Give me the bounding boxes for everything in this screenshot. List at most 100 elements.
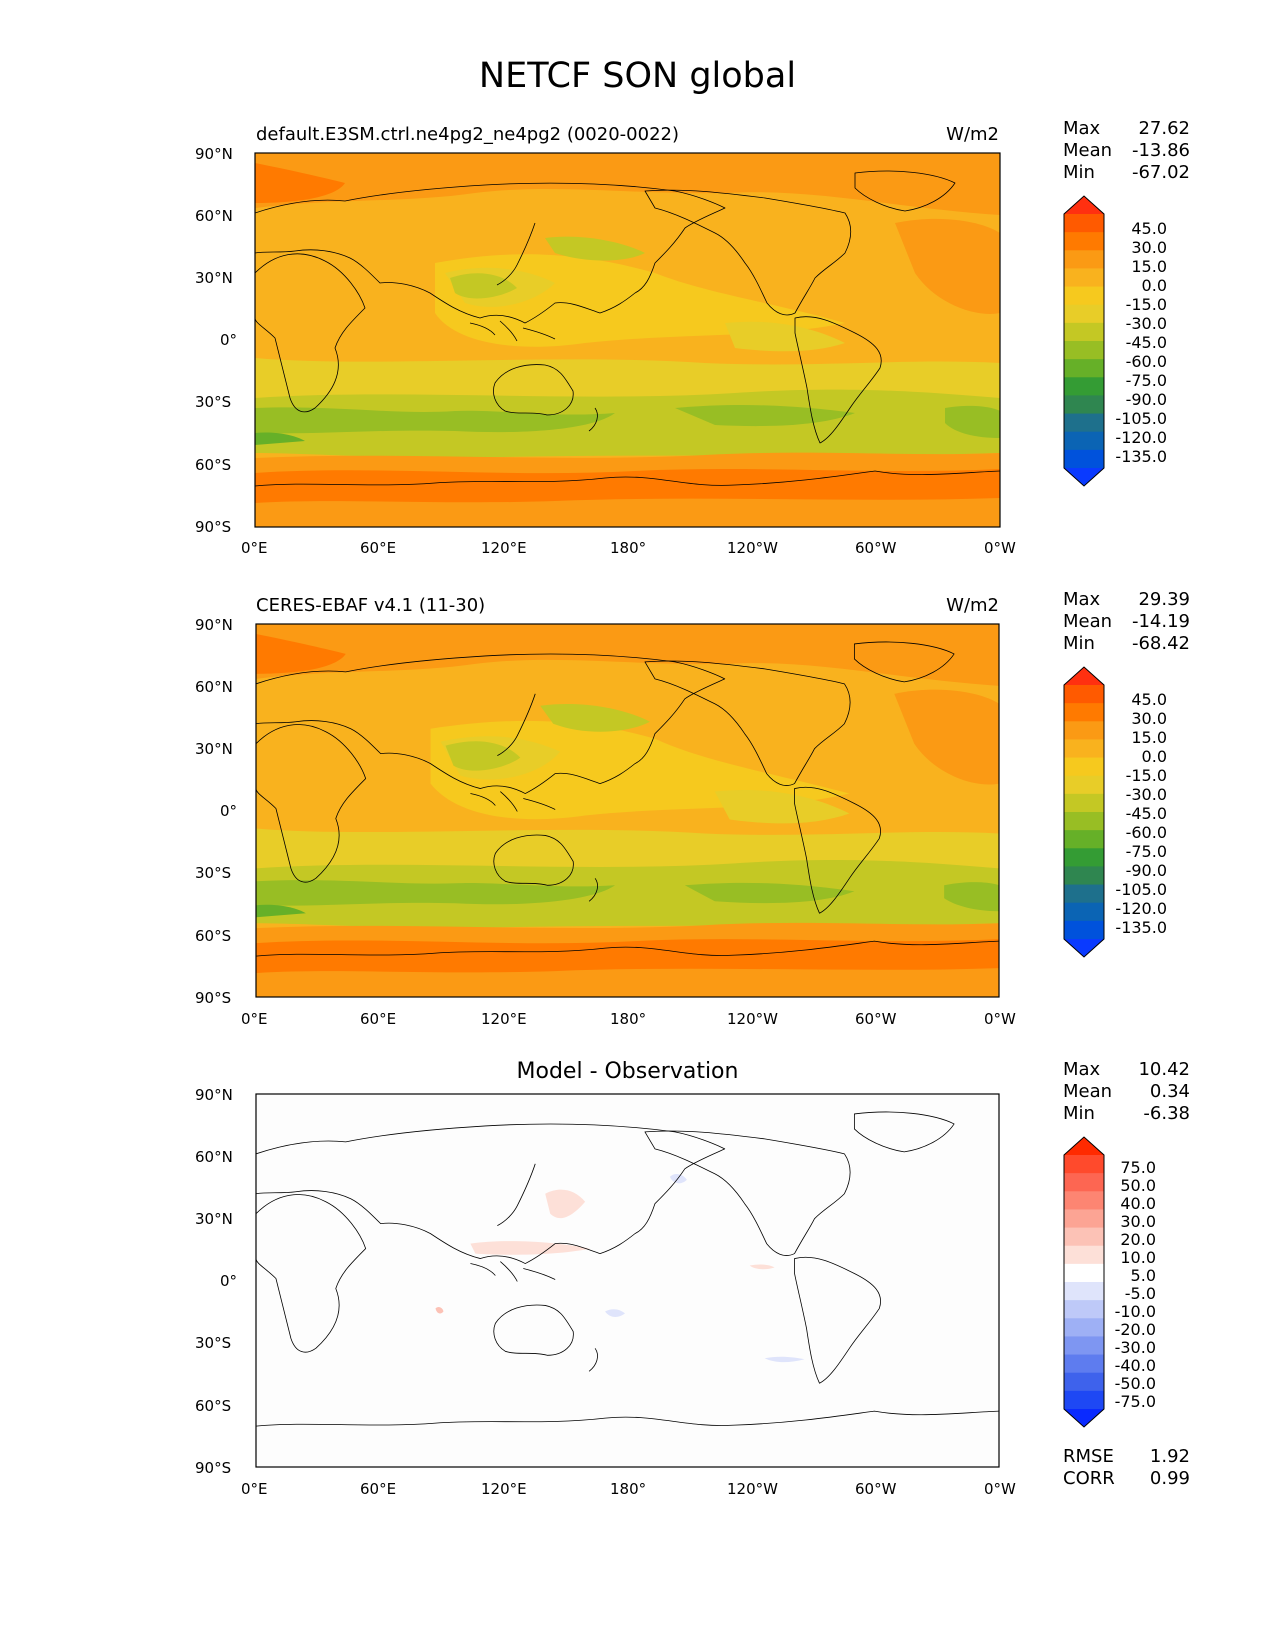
panel-3-lat-tick: 60°S bbox=[195, 1397, 232, 1415]
panel-3-colorbar-label: -75.0 bbox=[1114, 1392, 1156, 1411]
panel-1-colorbar-label: -105.0 bbox=[1115, 409, 1167, 428]
panel-1-stat-value: -13.86 bbox=[1131, 140, 1190, 161]
panel-1-lat-tick: 90°N bbox=[195, 145, 233, 163]
panel-2-colorbar-label: 0.0 bbox=[1141, 747, 1167, 766]
panel-2-colorbar-label: 45.0 bbox=[1131, 690, 1167, 709]
colorbar-band bbox=[1064, 449, 1104, 469]
panel-3-lon-tick: 120°E bbox=[481, 1480, 527, 1498]
panel-3-lon-tick: 60°E bbox=[360, 1480, 397, 1498]
panel-3-colorbar-label: -40.0 bbox=[1114, 1356, 1156, 1375]
figure-title: NETCF SON global bbox=[478, 56, 797, 96]
panel-1-lat-tick: 90°S bbox=[195, 518, 232, 536]
panel-2-stat-label: Mean bbox=[1063, 611, 1113, 632]
panel-3-map bbox=[255, 1093, 1000, 1468]
panel-2-map bbox=[255, 623, 1000, 998]
panel-2-lat-tick: 60°N bbox=[195, 678, 233, 696]
panel-2-colorbar-label: -60.0 bbox=[1125, 823, 1167, 842]
panel-3-corr-value: 0.99 bbox=[1149, 1468, 1190, 1489]
panel-3-colorbar-label: -30.0 bbox=[1114, 1338, 1156, 1357]
panel-1-colorbar-label: -60.0 bbox=[1125, 352, 1167, 371]
colorbar-bottom-extension bbox=[1064, 939, 1104, 957]
panel-1-colorbar-label: 0.0 bbox=[1141, 276, 1167, 295]
panel-1-colorbar-label: -120.0 bbox=[1115, 428, 1167, 447]
panel-3-stat-value: -6.38 bbox=[1143, 1103, 1190, 1124]
colorbar-band bbox=[1064, 902, 1104, 922]
colorbar-band bbox=[1064, 250, 1104, 269]
colorbar-band bbox=[1064, 1318, 1104, 1337]
colorbar-band bbox=[1064, 1300, 1104, 1319]
panel-2-colorbar-label: -135.0 bbox=[1115, 918, 1167, 937]
panel-3-colorbar-label: 20.0 bbox=[1120, 1230, 1156, 1249]
panel-3-colorbar-label: -10.0 bbox=[1114, 1302, 1156, 1321]
panel-1-title-left: default.E3SM.ctrl.ne4pg2_ne4pg2 (0020-00… bbox=[256, 124, 679, 145]
panel-1-colorbar-label: -75.0 bbox=[1125, 371, 1167, 390]
panel-3-lat-tick: 30°S bbox=[195, 1334, 232, 1352]
colorbar-band bbox=[1064, 377, 1104, 396]
panel-3-colorbar-label: 30.0 bbox=[1120, 1212, 1156, 1231]
colorbar-outline bbox=[1063, 195, 1105, 487]
colorbar-band bbox=[1064, 1336, 1104, 1356]
panel-3-lon-tick: 60°W bbox=[855, 1480, 897, 1498]
colorbar-bottom-extension bbox=[1064, 468, 1104, 486]
colorbar-band bbox=[1064, 1191, 1104, 1210]
colorbar-band bbox=[1064, 359, 1104, 378]
panel-2-stat-value: 29.39 bbox=[1138, 589, 1190, 610]
panel-1-lon-tick: 180° bbox=[610, 539, 647, 557]
panel-1-colorbar-label: 45.0 bbox=[1131, 219, 1167, 238]
colorbar-band bbox=[1064, 1263, 1104, 1283]
colorbar-band bbox=[1064, 920, 1104, 940]
panel-2-colorbar bbox=[1063, 666, 1105, 958]
panel-2-lon-tick: 60°W bbox=[855, 1010, 897, 1028]
panel-1-stat-value: 27.62 bbox=[1138, 118, 1190, 139]
panel-3-lon-tick: 0°W bbox=[984, 1480, 1016, 1498]
panel-2-colorbar-label: -90.0 bbox=[1125, 861, 1167, 880]
panel-2-lon-tick: 120°E bbox=[481, 1010, 527, 1028]
panel-3-title: Model - Observation bbox=[516, 1059, 739, 1084]
panel-2-colorbar-label: -120.0 bbox=[1115, 899, 1167, 918]
panel-3-colorbar-label: 40.0 bbox=[1120, 1194, 1156, 1213]
panel-1-colorbar-label: -45.0 bbox=[1125, 333, 1167, 352]
panel-3-stat-label: Mean bbox=[1063, 1081, 1113, 1102]
panel-1-lon-tick: 0°W bbox=[984, 539, 1016, 557]
panel-2-lon-tick: 60°E bbox=[360, 1010, 397, 1028]
panel-2-units: W/m2 bbox=[946, 595, 999, 616]
panel-3-corr-label: CORR bbox=[1063, 1468, 1115, 1489]
panel-3-lat-tick: 0° bbox=[220, 1272, 238, 1290]
colorbar-band bbox=[1064, 214, 1104, 233]
panel-2-lat-tick: 90°S bbox=[195, 989, 232, 1007]
panel-1-units: W/m2 bbox=[946, 124, 999, 145]
panel-1-stat-label: Max bbox=[1063, 118, 1101, 139]
panel-1-lon-tick: 120°E bbox=[481, 539, 527, 557]
panel-1-colorbar-label: -30.0 bbox=[1125, 314, 1167, 333]
colorbar-band bbox=[1064, 685, 1104, 704]
panel-3-colorbar-label: 75.0 bbox=[1120, 1158, 1156, 1177]
panel-2-lat-tick: 0° bbox=[220, 802, 238, 820]
panel-2-lat-tick: 90°N bbox=[195, 616, 233, 634]
panel-1-stat-value: -67.02 bbox=[1131, 162, 1190, 183]
panel-3-stat-value: 0.34 bbox=[1149, 1081, 1190, 1102]
colorbar-band bbox=[1064, 757, 1104, 777]
colorbar-band bbox=[1064, 775, 1104, 795]
panel-1-colorbar bbox=[1063, 195, 1105, 487]
panel-2-colorbar-label: -45.0 bbox=[1125, 804, 1167, 823]
panel-2-colorbar-label: 15.0 bbox=[1131, 728, 1167, 747]
colorbar-band bbox=[1064, 739, 1104, 759]
panel-1-map bbox=[254, 152, 1001, 528]
colorbar-band bbox=[1064, 1354, 1104, 1374]
colorbar-band bbox=[1064, 304, 1104, 324]
colorbar-band bbox=[1064, 268, 1104, 288]
panel-3-lat-tick: 90°S bbox=[195, 1459, 232, 1477]
panel-2-stat-label: Max bbox=[1063, 589, 1101, 610]
panel-3-lon-tick: 180° bbox=[610, 1480, 647, 1498]
panel-3-colorbar-label: 10.0 bbox=[1120, 1248, 1156, 1267]
panel-1-lon-tick: 60°E bbox=[360, 539, 397, 557]
panel-2-colorbar-label: -15.0 bbox=[1125, 766, 1167, 785]
panel-1-colorbar-label: -15.0 bbox=[1125, 295, 1167, 314]
colorbar-band bbox=[1064, 1173, 1104, 1192]
panel-3-colorbar-label: -5.0 bbox=[1124, 1284, 1156, 1303]
colorbar-band bbox=[1064, 721, 1104, 740]
panel-1-colorbar-label: -90.0 bbox=[1125, 390, 1167, 409]
colorbar-band bbox=[1064, 703, 1104, 722]
panel-3-colorbar-label: -20.0 bbox=[1114, 1320, 1156, 1339]
colorbar-band bbox=[1064, 232, 1104, 251]
